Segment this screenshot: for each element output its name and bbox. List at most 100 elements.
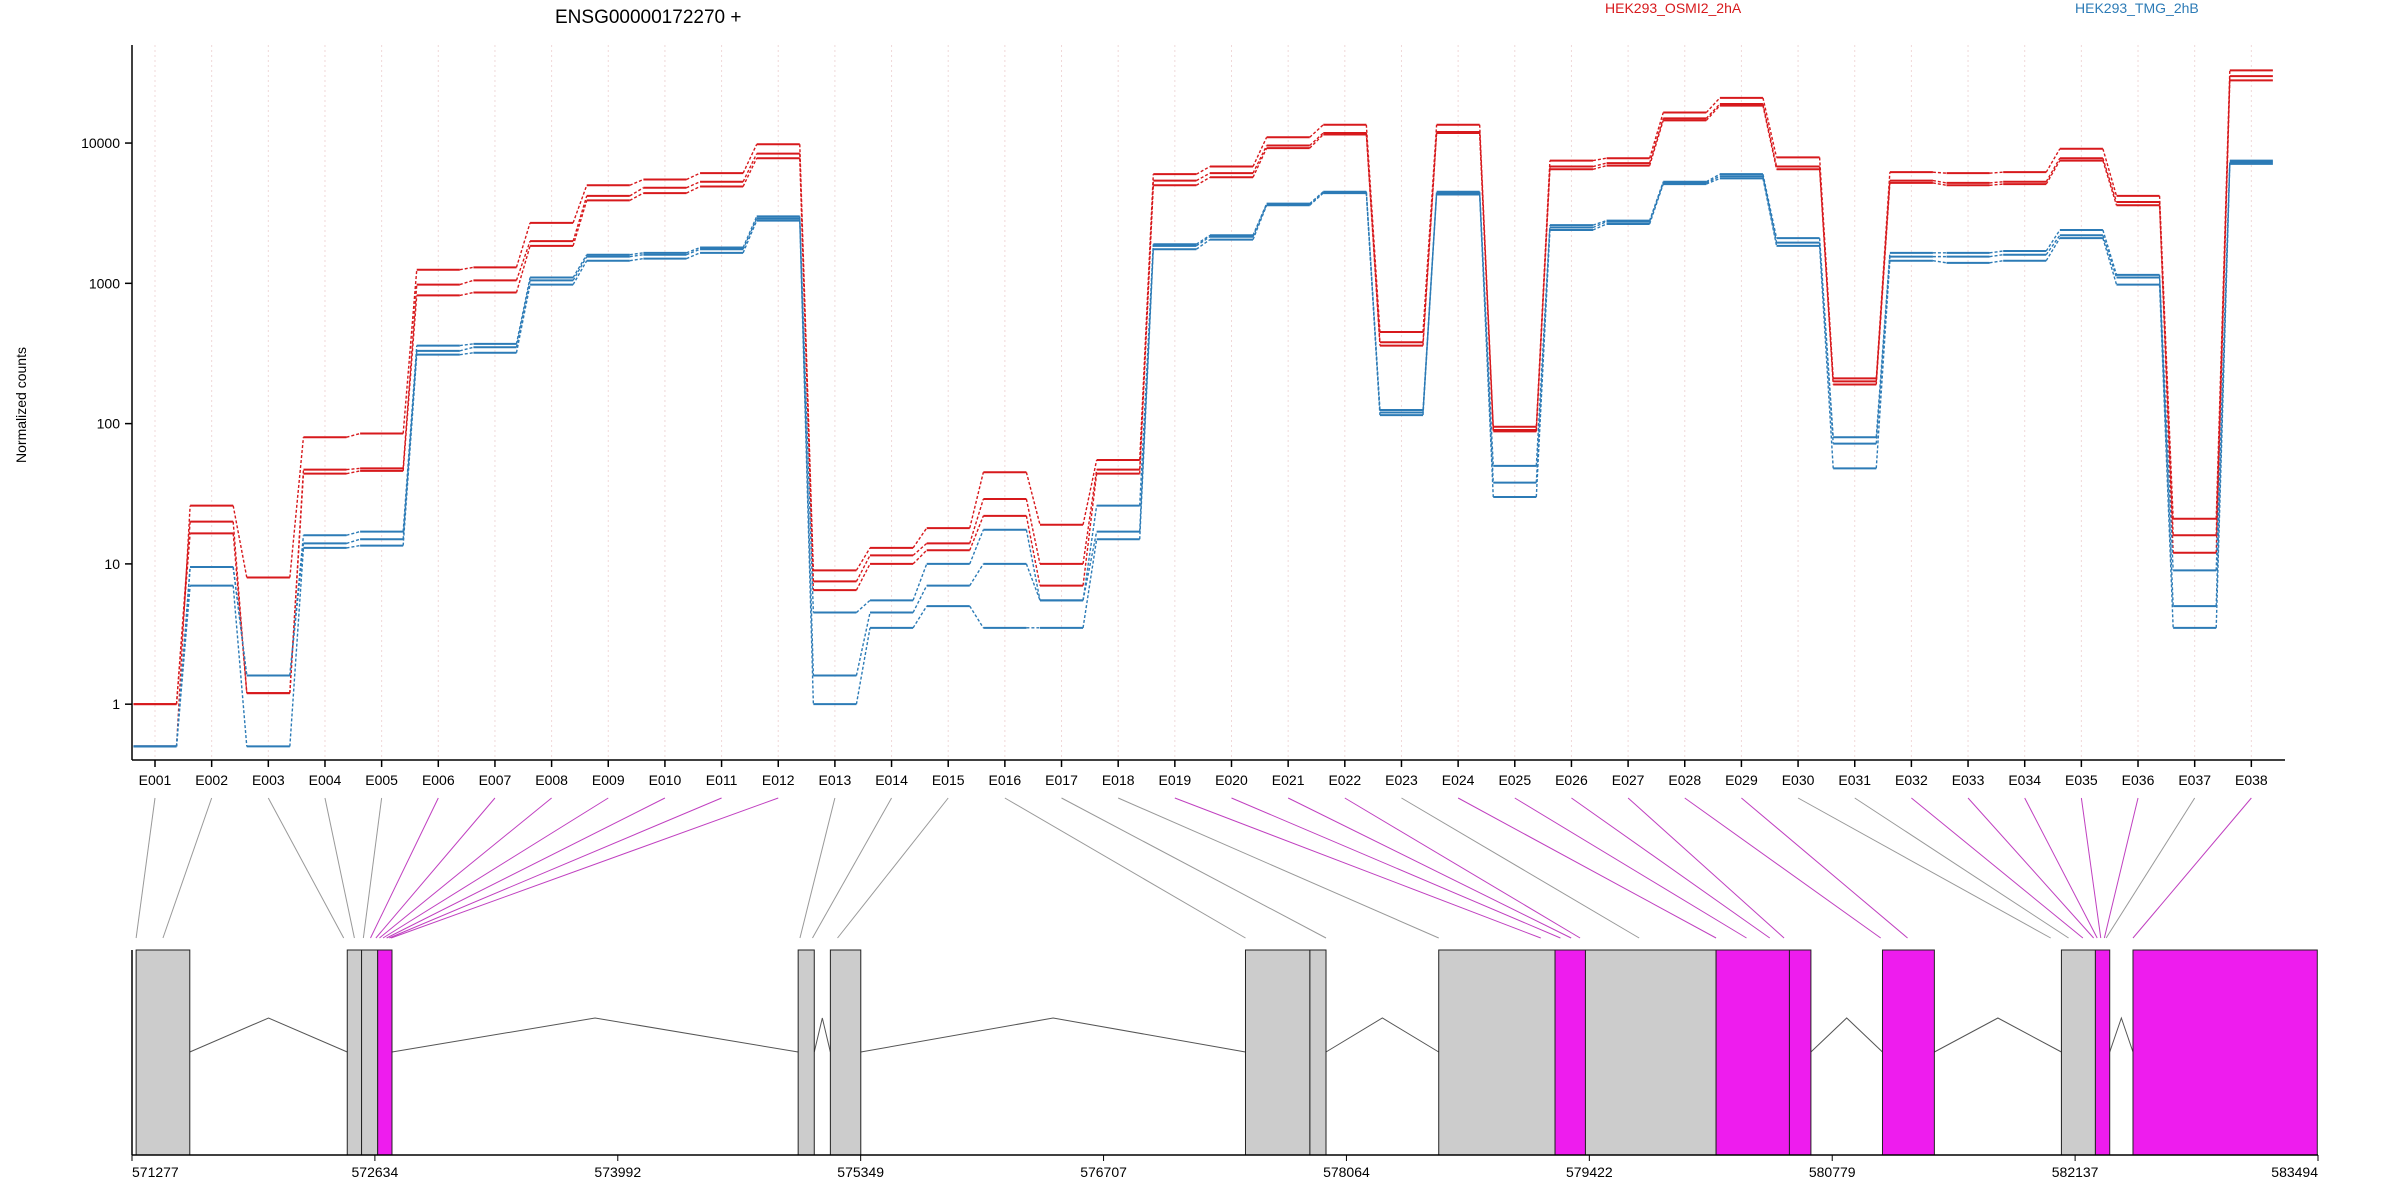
genomic-tick-label: 580779: [1809, 1164, 1856, 1180]
series-connector: [402, 345, 418, 532]
series-connector: [1195, 236, 1211, 247]
series-connector: [1422, 132, 1438, 346]
x-tick-label: E026: [1555, 772, 1588, 788]
exon-block: [346, 949, 363, 1156]
exon-link: [1287, 797, 1572, 939]
series-connector: [1082, 459, 1098, 525]
exon-block: [2060, 949, 2096, 1156]
exon-block: [1554, 949, 1586, 1156]
series-connector: [1365, 134, 1381, 346]
series-connector: [1535, 229, 1551, 497]
series-connector: [1139, 249, 1155, 540]
exon-link: [1967, 797, 2094, 939]
legend-label-osmi2: HEK293_OSMI2_2hA: [1605, 0, 1742, 16]
series-connector: [1422, 131, 1438, 343]
series-connector: [686, 246, 701, 254]
genomic-tick-label: 575349: [837, 1164, 884, 1180]
series-connector: [1932, 171, 1947, 174]
exon-link: [1571, 797, 1771, 939]
x-tick-label: E022: [1328, 772, 1361, 788]
series-connector: [1309, 124, 1324, 138]
series-connector: [459, 352, 474, 356]
series-connector: [629, 187, 644, 197]
series-connector: [855, 627, 871, 705]
x-tick-label: E037: [2178, 772, 2211, 788]
series-connector: [1082, 473, 1098, 586]
series-connector: [629, 254, 644, 258]
series-0: [133, 69, 2273, 748]
intron-line: [189, 1017, 348, 1053]
series-connector: [459, 343, 474, 347]
series-5: [133, 162, 2273, 748]
x-tick-label: E015: [932, 772, 965, 788]
exon-link: [1911, 797, 2084, 939]
series-connector: [686, 185, 701, 194]
series-connector: [515, 245, 531, 293]
exon-link: [1514, 797, 1747, 939]
series-connector: [1025, 529, 1041, 601]
series-connector: [346, 538, 361, 545]
series-connector: [1082, 505, 1098, 601]
series-connector: [1195, 239, 1211, 250]
series-connector: [515, 222, 531, 268]
series-connector: [1309, 132, 1324, 147]
series-4: [133, 161, 2273, 748]
series-connector: [2045, 160, 2061, 185]
series-connector: [686, 172, 701, 181]
series-lines: [133, 69, 2273, 748]
exon-link: [799, 797, 836, 939]
exon-link: [2024, 797, 2098, 939]
series-connector: [742, 216, 758, 248]
exon-link: [1344, 797, 1581, 939]
series-connector: [1082, 469, 1098, 564]
intron-line: [860, 1017, 1246, 1053]
series-connector: [742, 220, 758, 254]
series-connector: [969, 515, 984, 551]
series-connector: [459, 291, 474, 297]
series-connector: [402, 269, 418, 434]
series-connector: [1875, 182, 1891, 385]
series-connector: [1592, 164, 1607, 170]
series-connector: [1932, 179, 1947, 184]
x-tick-label: E002: [195, 772, 228, 788]
x-tick-label: E035: [2065, 772, 2098, 788]
x-tick-label: E031: [1838, 772, 1871, 788]
exon-link: [2103, 797, 2139, 939]
series-connector: [1025, 472, 1041, 525]
intron-line: [391, 1017, 799, 1053]
x-tick-label: E014: [875, 772, 908, 788]
series-connector: [2102, 148, 2118, 197]
series-connector: [1592, 223, 1607, 231]
x-tick-label: E005: [365, 772, 398, 788]
exon-link: [1797, 797, 2051, 939]
series-connector: [1025, 563, 1041, 601]
series-connector: [515, 280, 531, 348]
x-tick-label: E018: [1102, 772, 1135, 788]
series-connector: [742, 218, 758, 250]
series-connector: [1762, 176, 1778, 243]
series-connector: [1252, 147, 1268, 178]
exon-link: [837, 797, 949, 939]
x-tick-label: E008: [535, 772, 568, 788]
series-connector: [1648, 112, 1664, 159]
series-connector: [686, 181, 701, 189]
series-connector: [515, 240, 531, 281]
series-connector: [1989, 260, 2004, 264]
y-tick-label: 1000: [89, 275, 120, 291]
exon-link: [162, 797, 213, 939]
series-connector: [232, 533, 248, 694]
series-connector: [402, 284, 418, 469]
series-connector: [912, 549, 928, 565]
exon-link: [1854, 797, 2069, 939]
series-connector: [572, 200, 588, 247]
exon-block: [829, 949, 862, 1156]
genomic-tick-label: 571277: [132, 1164, 179, 1180]
series-connector: [912, 585, 928, 613]
exon-link: [370, 797, 439, 939]
exon-link: [390, 797, 779, 939]
series-connector: [742, 143, 758, 174]
series-connector: [1932, 182, 1947, 186]
x-tick-label: E023: [1385, 772, 1418, 788]
x-tick-label: E011: [706, 772, 738, 788]
series-connector: [1195, 234, 1211, 245]
